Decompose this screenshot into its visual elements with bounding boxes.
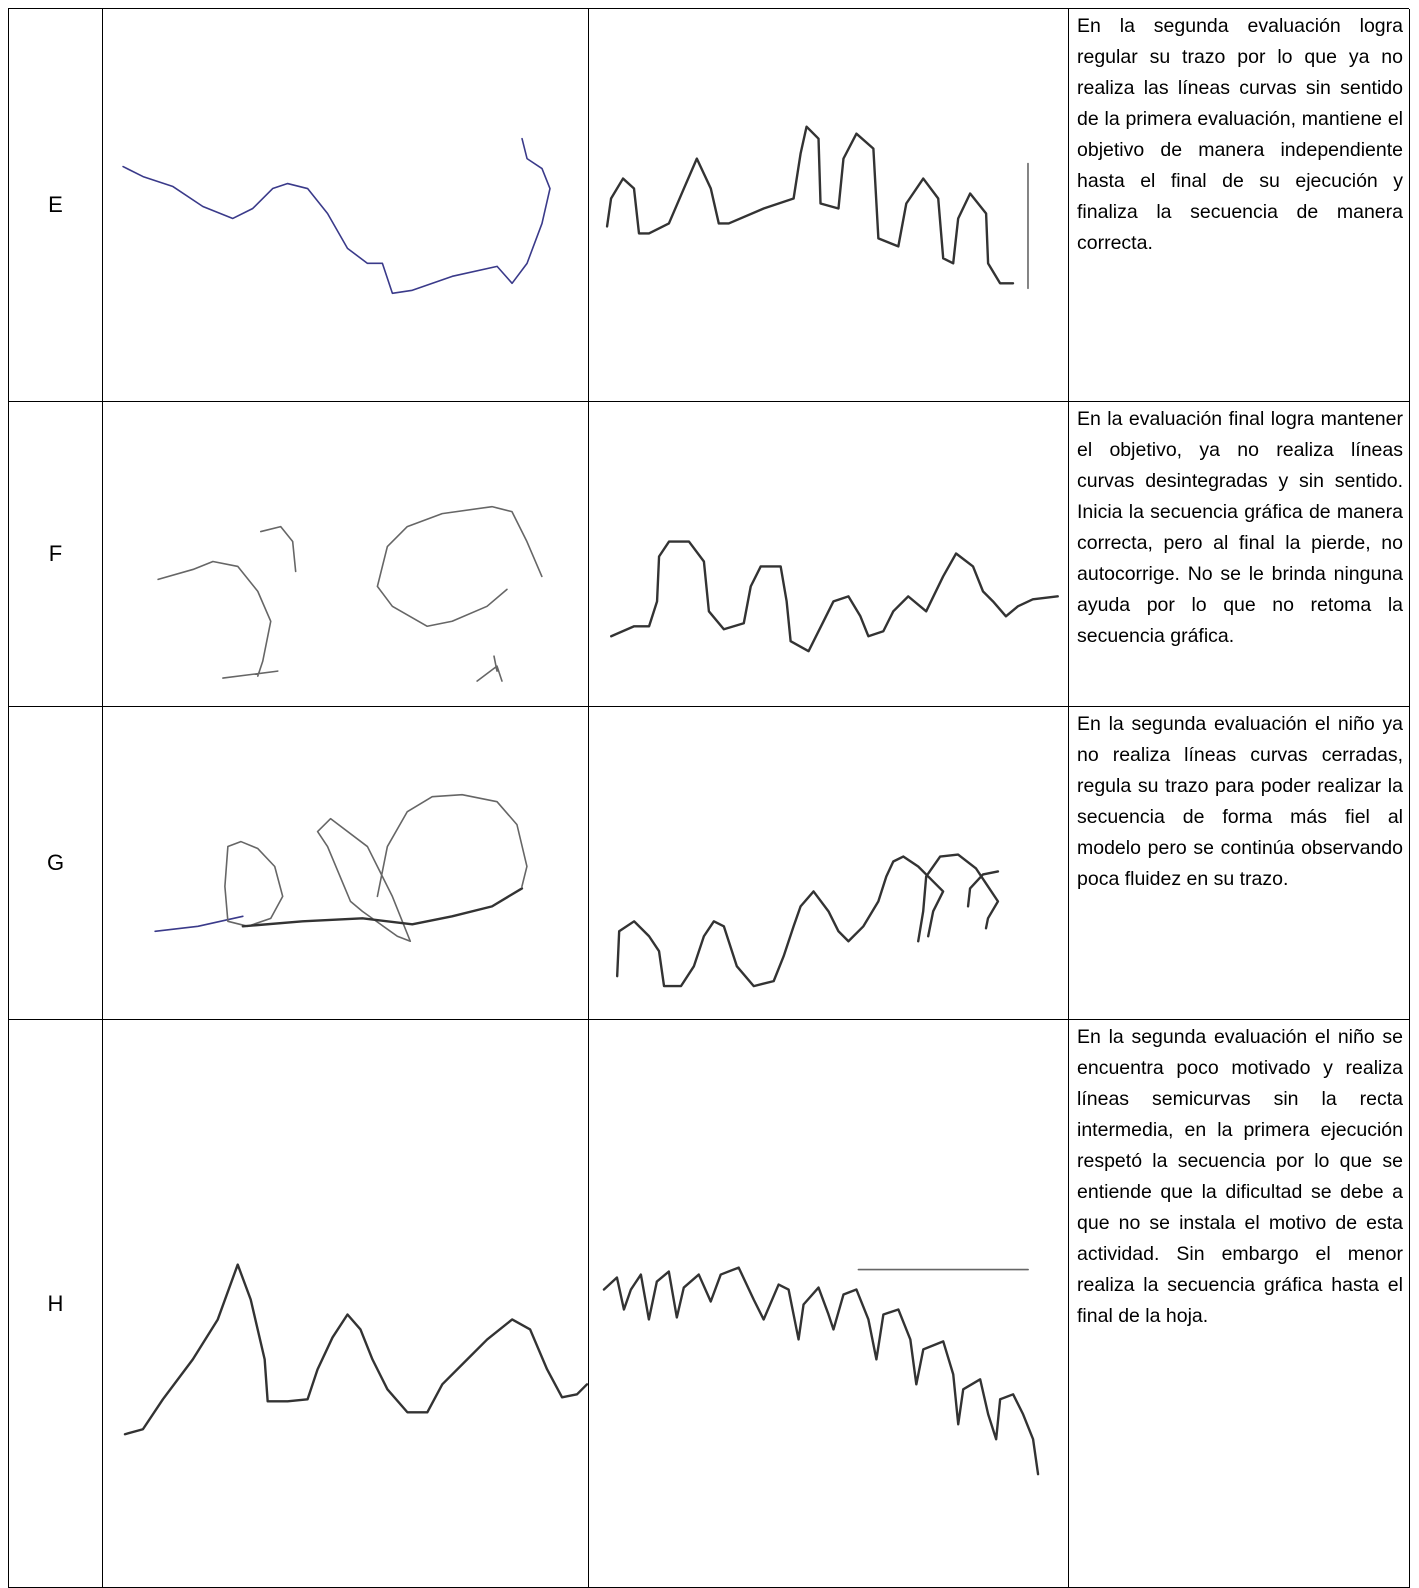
observation-text: En la evaluación final logra mantener el…: [1069, 402, 1410, 707]
row-label: F: [9, 402, 103, 707]
sketch: [589, 1020, 1068, 1587]
observation-text: En la segunda evaluación el niño se encu…: [1069, 1020, 1410, 1588]
drawing-second: [589, 9, 1069, 402]
sketch: [589, 402, 1068, 706]
drawing-second: [589, 402, 1069, 707]
evaluation-table: E En la segunda evaluación logra regular…: [8, 8, 1409, 1588]
drawing-second: [589, 1020, 1069, 1588]
drawing-first: [103, 402, 589, 707]
sketch: [103, 9, 588, 401]
row-label: H: [9, 1020, 103, 1588]
drawing-second: [589, 707, 1069, 1020]
sketch: [103, 1020, 588, 1587]
observation-text: En la segunda evaluación logra regular s…: [1069, 9, 1410, 402]
drawing-first: [103, 1020, 589, 1588]
sketch: [589, 9, 1068, 401]
sketch: [589, 707, 1068, 1019]
row-label: G: [9, 707, 103, 1020]
sketch: [103, 402, 588, 706]
drawing-first: [103, 707, 589, 1020]
observation-text: En la segunda evaluación el niño ya no r…: [1069, 707, 1410, 1020]
row-label: E: [9, 9, 103, 402]
drawing-first: [103, 9, 589, 402]
sketch: [103, 707, 588, 1019]
